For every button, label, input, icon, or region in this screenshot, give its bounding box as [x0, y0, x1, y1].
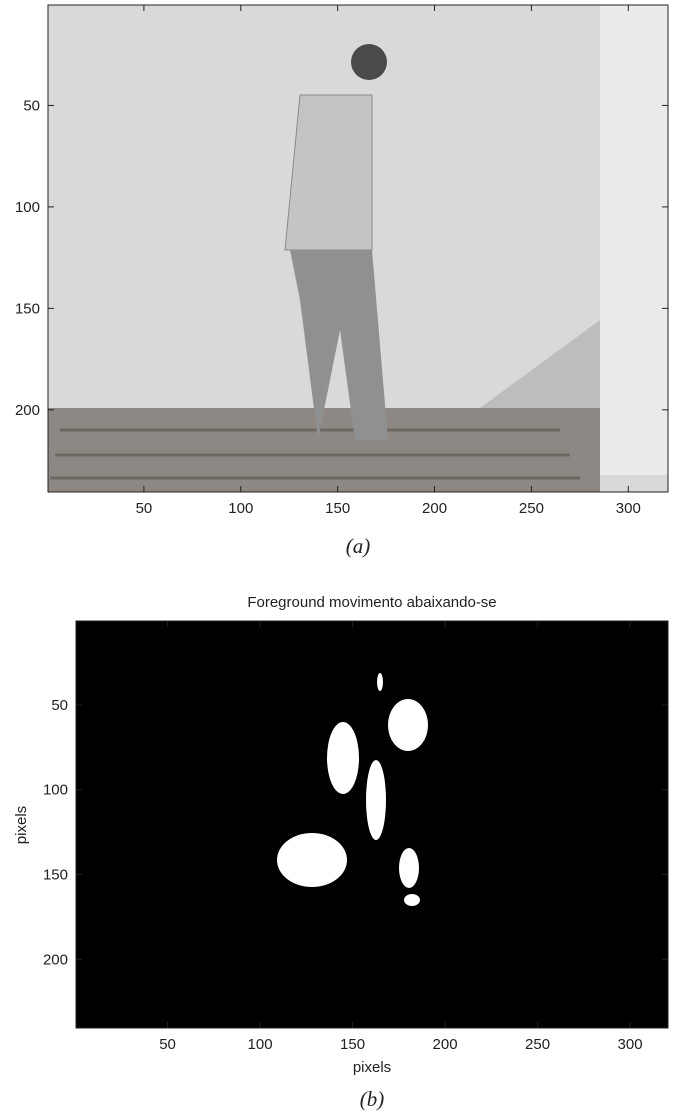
- y-tick-label: 100: [15, 199, 40, 216]
- y-tick-label: 150: [43, 867, 68, 884]
- x-tick-label: 50: [159, 1036, 176, 1053]
- mask-b: [76, 621, 668, 1028]
- x-tick-label: 250: [525, 1036, 550, 1053]
- x-tick-label: 300: [618, 1036, 643, 1053]
- y-tick-label: 100: [43, 782, 68, 799]
- y-tick-label: 200: [15, 402, 40, 419]
- panel-title: Foreground movimento abaixando-se: [247, 594, 496, 611]
- y-tick-label: 50: [51, 697, 68, 714]
- caption: (a): [346, 534, 371, 558]
- x-tick-label: 200: [433, 1036, 458, 1053]
- figure: (a) Foreground movimento abaixando-se pi…: [0, 0, 674, 1115]
- x-tick-label: 200: [422, 500, 447, 517]
- x-tick-label: 300: [616, 500, 641, 517]
- y-tick-label: 200: [43, 951, 68, 968]
- x-tick-label: 150: [325, 500, 350, 517]
- x-tick-label: 100: [228, 500, 253, 517]
- x-tick-label: 50: [136, 500, 153, 517]
- y-axis-label: pixels: [13, 806, 30, 844]
- photo-a: [48, 5, 668, 492]
- x-tick-label: 250: [519, 500, 544, 517]
- x-axis-label: pixels: [353, 1059, 391, 1076]
- y-tick-label: 50: [23, 97, 40, 114]
- x-tick-label: 100: [248, 1036, 273, 1053]
- caption: (b): [360, 1087, 385, 1111]
- x-tick-label: 150: [340, 1036, 365, 1053]
- y-tick-label: 150: [15, 300, 40, 317]
